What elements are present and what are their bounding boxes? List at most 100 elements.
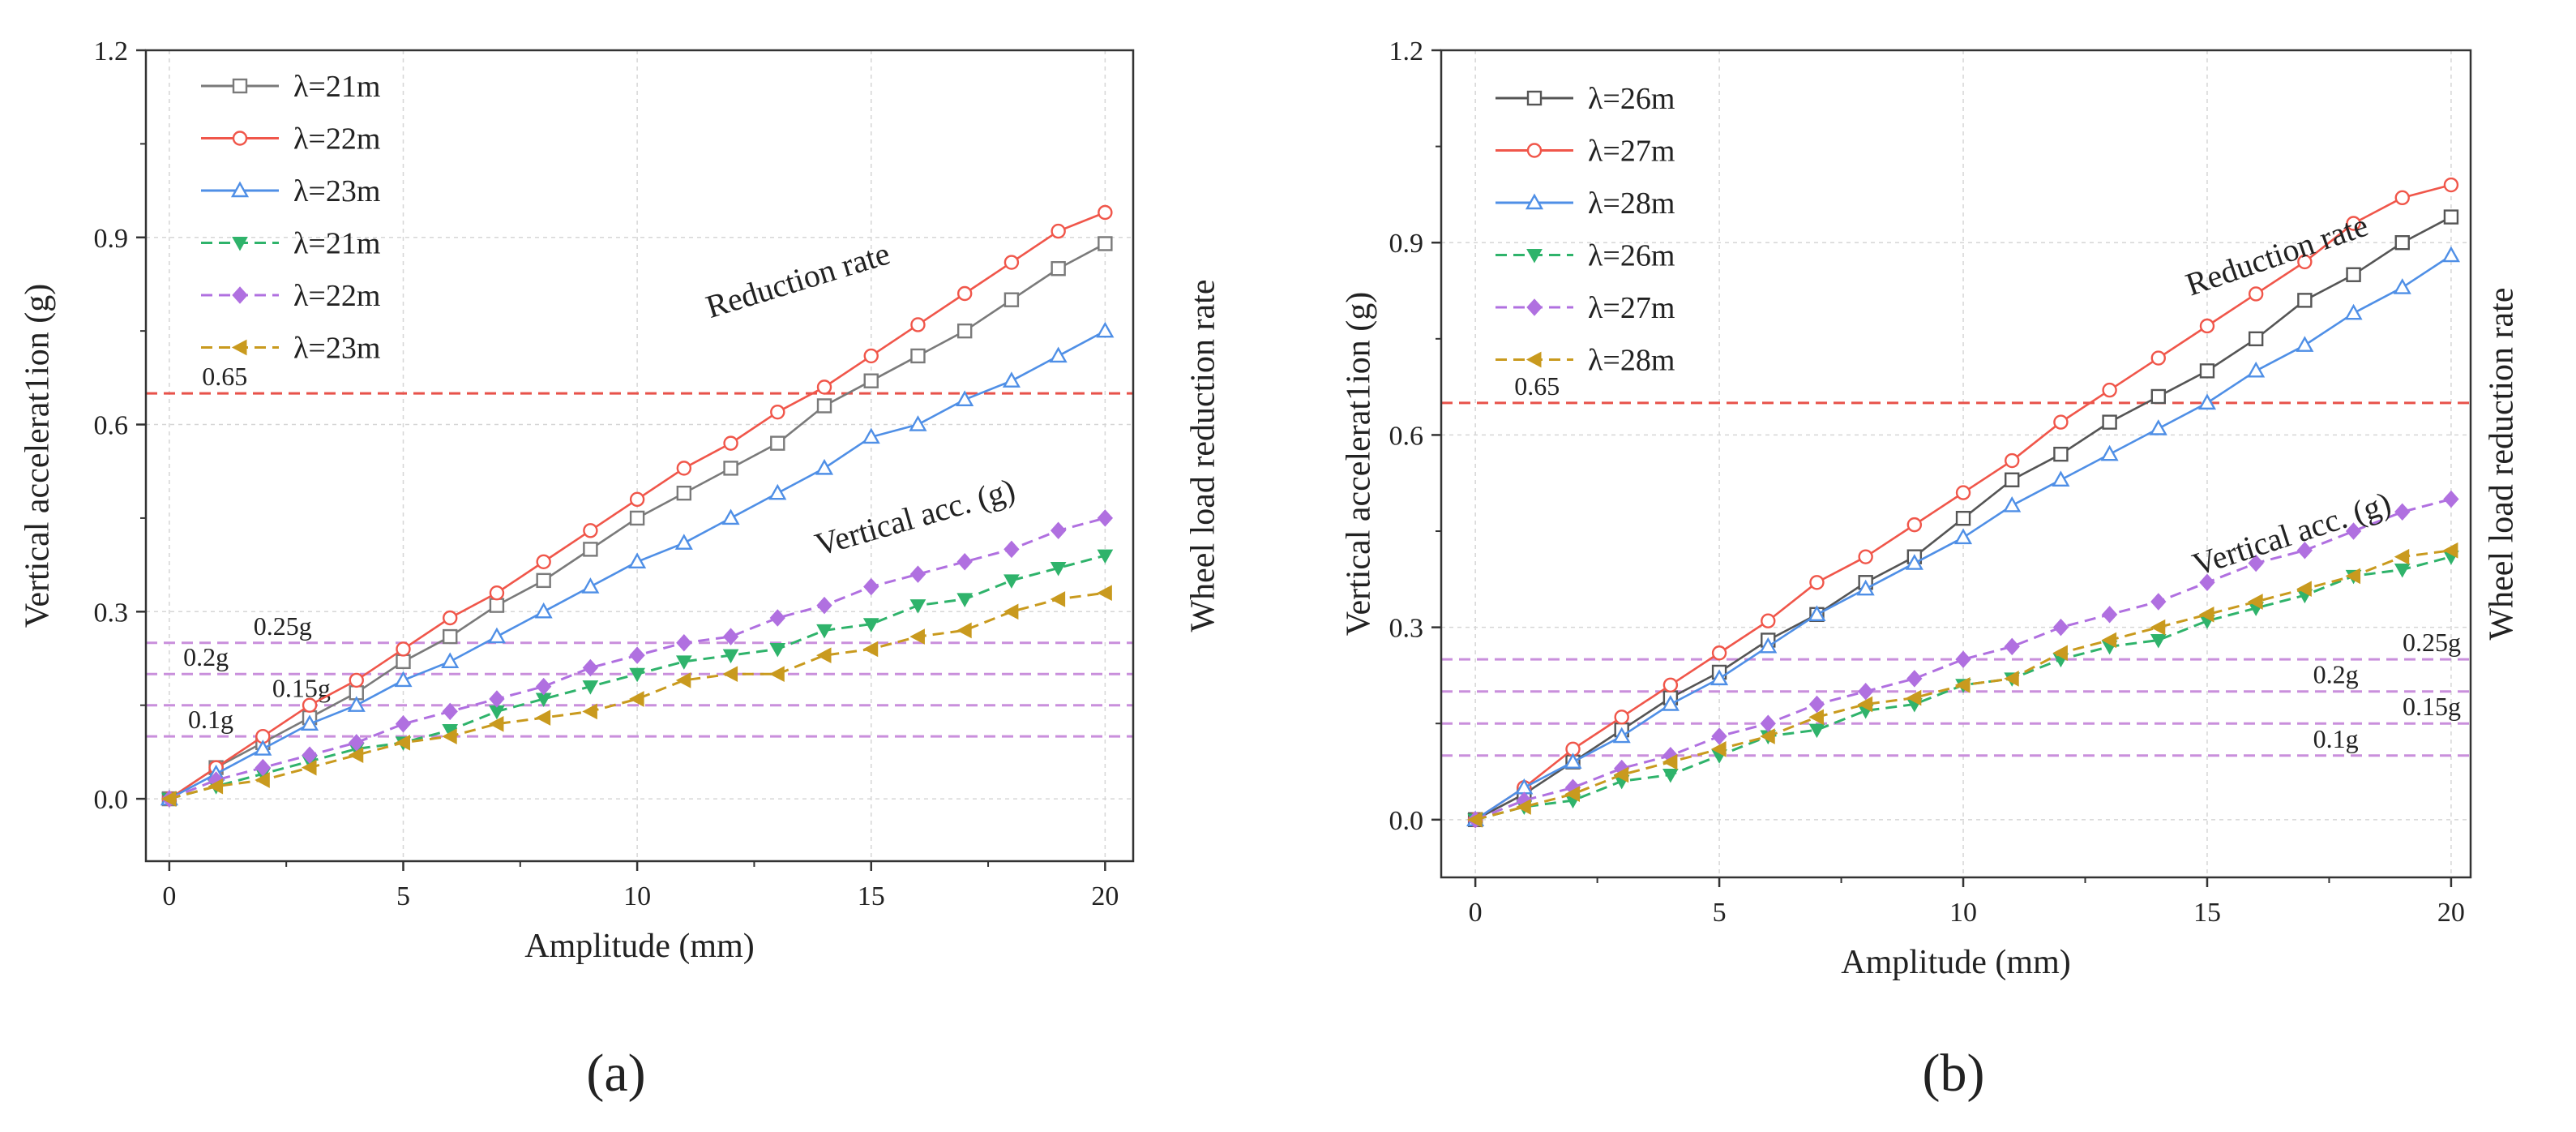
reference-line-label: 0.15g [2403, 692, 2461, 721]
data-point [722, 666, 738, 683]
reference-line-label: 0.65 [202, 362, 247, 391]
legend-label: λ=28m [1588, 344, 1675, 378]
y-tick-label: 0.9 [94, 224, 129, 254]
data-point [1661, 695, 1680, 711]
data-point [2199, 318, 2215, 334]
y-tick-label: 0.3 [1389, 614, 1424, 644]
plot-frame-b [1440, 49, 2472, 879]
data-point [2003, 495, 2022, 512]
data-point [2150, 633, 2167, 649]
series-line [1474, 498, 2452, 821]
x-tick-label: 20 [1091, 881, 1119, 911]
data-point [2101, 632, 2117, 649]
data-point [676, 634, 692, 652]
legend-label: λ=22m [293, 279, 380, 313]
data-point [1098, 204, 1113, 221]
data-point [2005, 472, 2020, 487]
data-point [1050, 591, 1066, 607]
data-point [1857, 696, 1873, 713]
data-point [2296, 541, 2313, 560]
legend-swatch-marker [230, 181, 250, 198]
data-point [1467, 812, 1483, 828]
data-point [2150, 593, 2167, 611]
legend-swatch-marker [232, 131, 248, 146]
x-tick-label: 20 [2437, 898, 2465, 928]
legend-swatch-marker [232, 286, 248, 304]
data-point [536, 554, 551, 569]
y-tick-label: 1.2 [1389, 36, 1424, 66]
data-point [1098, 236, 1113, 251]
y-tick-label: 1.2 [94, 36, 129, 66]
data-point [2394, 190, 2410, 206]
data-point [2101, 606, 2118, 624]
data-point [629, 691, 644, 707]
data-point [2199, 363, 2215, 379]
annotations-a: Reduction rate Vertical acc. (g) [702, 234, 1020, 563]
x-tick-label: 15 [2193, 898, 2221, 928]
data-point [255, 758, 271, 777]
data-point [2443, 490, 2459, 508]
data-point [2004, 671, 2019, 687]
legend-b: λ=26m λ=27m λ=28m λ=26m λ=27m λ=28m [1496, 82, 1675, 378]
legend-label: λ=21m [293, 70, 380, 104]
data-point [1612, 727, 1631, 744]
ticks-a: 0 5 10 15 20 0.0 0.3 0.6 0.9 1.2 [94, 36, 1119, 911]
plot-frame-a [144, 49, 1135, 863]
data-point [816, 379, 832, 395]
x-tick-label: 15 [858, 881, 885, 911]
ticks-b: 0 5 10 15 20 0.0 0.3 0.6 0.9 1.2 [1389, 36, 2465, 928]
data-point [1953, 528, 1973, 545]
reference-line-label: 0.2g [2313, 660, 2359, 689]
grid-b [1441, 49, 2471, 877]
data-point [628, 552, 647, 568]
data-point [2150, 350, 2166, 366]
data-point [2102, 382, 2117, 398]
data-point [815, 458, 834, 475]
data-point [349, 672, 364, 688]
data-point [254, 740, 272, 756]
data-point [676, 485, 692, 501]
data-point [395, 735, 410, 751]
data-point [2296, 581, 2312, 598]
annotation-label: Vertical acc. (g) [811, 471, 1019, 563]
data-point [815, 647, 832, 663]
data-point [536, 572, 551, 589]
data-point [2443, 209, 2459, 225]
data-point [1049, 346, 1068, 363]
data-point [1808, 709, 1824, 726]
data-point [1906, 689, 1922, 706]
data-point [1003, 540, 1020, 559]
data-point [723, 461, 738, 476]
data-point [675, 655, 692, 670]
data-point [1516, 799, 1531, 815]
data-point [909, 415, 927, 431]
data-point [2393, 278, 2411, 294]
reference-line-label: 0.25g [2403, 628, 2461, 657]
data-point [2248, 286, 2264, 302]
data-point [1759, 637, 1778, 654]
data-point [2248, 594, 2263, 610]
data-point [2394, 548, 2410, 565]
legend-swatch-marker [1526, 90, 1543, 106]
data-point [1711, 727, 1727, 745]
data-point [2394, 563, 2411, 578]
data-point [629, 646, 645, 664]
data-point [2053, 446, 2069, 462]
data-point [2053, 414, 2069, 430]
reference-lines-b: 0.65 0.25g 0.2g 0.15g 0.1g [1441, 371, 2471, 757]
data-point [1051, 261, 1066, 277]
data-point [722, 649, 739, 664]
data-point [442, 728, 457, 744]
data-point [2150, 619, 2166, 636]
reference-line-label: 0.65 [1514, 371, 1560, 401]
legend-label: λ=27m [1588, 291, 1675, 325]
y-axis-title-right-a: Wheel load reduction rate [1185, 280, 1222, 632]
data-point [2443, 177, 2459, 193]
data-point [2346, 216, 2361, 231]
data-point [1003, 603, 1019, 620]
data-point [2296, 336, 2314, 352]
data-point [301, 759, 317, 776]
data-point [1808, 695, 1825, 714]
x-tick-label: 5 [1713, 898, 1727, 928]
